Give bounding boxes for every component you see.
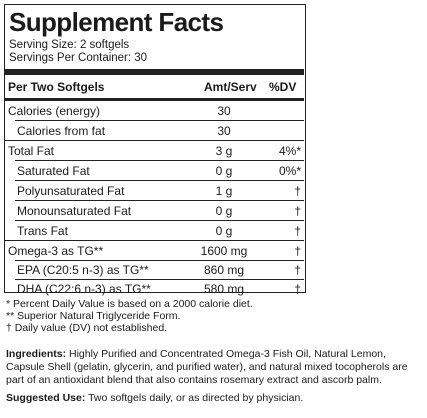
nutrient-daily-value: † — [294, 204, 301, 218]
nutrient-row: Omega-3 as TG** 1600 mg † — [5, 241, 304, 261]
nutrient-name: Trans Fat — [17, 224, 68, 238]
header-divider — [5, 98, 304, 101]
nutrient-name: Calories from fat — [17, 124, 106, 138]
nutrient-row: Total Fat 3 g 4%* — [5, 141, 304, 161]
nutrient-name: Omega-3 as TG** — [8, 244, 104, 258]
row-divider — [15, 180, 304, 181]
row-divider — [15, 160, 304, 161]
nutrient-name: Polyunsaturated Fat — [17, 184, 125, 198]
nutrient-daily-value: † — [294, 224, 301, 238]
header-daily-value: %DV — [269, 80, 297, 94]
nutrient-row: Trans Fat 0 g † — [5, 221, 304, 241]
row-divider — [5, 240, 304, 241]
nutrient-name: Calories (energy) — [8, 104, 101, 118]
nutrient-daily-value: 4%* — [278, 144, 301, 158]
row-divider — [15, 120, 304, 121]
nutrient-amount: 1600 mg — [200, 244, 248, 258]
panel-title: Supplement Facts — [9, 7, 224, 37]
suggested-use-text: Two softgels daily, or as directed by ph… — [85, 392, 304, 404]
nutrient-name: DHA (C22:6 n-3) as TG** — [17, 282, 151, 296]
header-per-serving: Per Two Softgels — [8, 80, 105, 94]
row-divider — [15, 220, 304, 221]
ingredients-text: Highly Purified and Concentrated Omega-3… — [6, 348, 408, 386]
nutrient-row: Calories (energy) 30 — [5, 101, 304, 121]
nutrient-amount: 1 g — [215, 184, 233, 198]
nutrient-amount: 30 — [217, 104, 231, 118]
header-amount: Amt/Serv — [204, 80, 257, 94]
nutrient-daily-value: † — [294, 263, 301, 277]
nutrient-row: Calories from fat 30 — [5, 121, 304, 141]
nutrient-amount: 860 mg — [203, 263, 245, 277]
suggested-use-label: Suggested Use: — [6, 392, 86, 404]
nutrient-name: Monounsaturated Fat — [17, 204, 132, 218]
footnote: * Percent Daily Value is based on a 2000… — [6, 298, 253, 310]
nutrient-amount: 30 — [217, 124, 231, 138]
serving-size: Serving Size: 2 softgels — [9, 39, 130, 51]
nutrient-row: DHA (C22:6 n-3) as TG** 580 mg † — [5, 279, 304, 299]
nutrient-daily-value: † — [294, 244, 301, 258]
nutrient-amount: 580 mg — [203, 282, 245, 296]
nutrient-row: Polyunsaturated Fat 1 g † — [5, 181, 304, 201]
nutrient-name: Total Fat — [8, 144, 55, 158]
nutrient-amount: 3 g — [215, 144, 233, 158]
row-divider — [15, 279, 304, 280]
nutrient-row: EPA (C20:5 n-3) as TG** 860 mg † — [5, 260, 304, 280]
servings-per-container: Servings Per Container: 30 — [9, 52, 148, 64]
nutrient-daily-value: † — [294, 184, 301, 198]
ingredients-label: Ingredients: — [6, 348, 67, 360]
nutrient-name: EPA (C20:5 n-3) as TG** — [17, 263, 149, 277]
nutrient-name: Saturated Fat — [17, 164, 90, 178]
suggested-use-paragraph: Suggested Use: Two softgels daily, or as… — [6, 392, 424, 405]
row-divider — [15, 200, 304, 201]
supplement-facts-panel: Supplement Facts Serving Size: 2 softgel… — [4, 4, 306, 296]
row-divider — [5, 140, 304, 141]
nutrient-daily-value: † — [294, 282, 301, 296]
footnote: † Daily value (DV) not established. — [6, 322, 168, 334]
nutrient-amount: 0 g — [215, 224, 233, 238]
footnote: ** Superior Natural Triglyceride Form. — [6, 310, 181, 322]
nutrient-amount: 0 g — [215, 164, 233, 178]
row-divider — [15, 260, 304, 261]
nutrient-row: Monounsaturated Fat 0 g † — [5, 201, 304, 221]
thick-divider — [5, 69, 304, 75]
nutrient-daily-value: 0%* — [278, 164, 301, 178]
nutrient-amount: 0 g — [215, 204, 233, 218]
ingredients-paragraph: Ingredients: Highly Purified and Concent… — [6, 348, 424, 387]
nutrient-row: Saturated Fat 0 g 0%* — [5, 161, 304, 181]
